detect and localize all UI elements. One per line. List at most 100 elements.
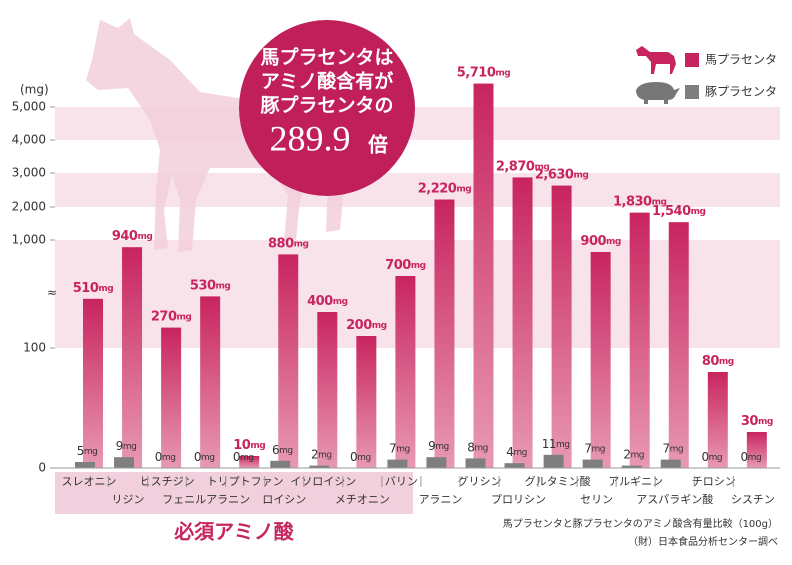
- y-unit: (mg): [20, 83, 49, 97]
- x-tick-label: ロイシン: [262, 493, 306, 506]
- bar-horse: [551, 185, 572, 468]
- footnote: （財）日本食品分析センター調べ: [628, 535, 778, 548]
- legend-horse-icon: [636, 46, 676, 74]
- bar-horse: [278, 254, 299, 468]
- value-label: 0mg: [233, 450, 254, 464]
- bar-pig: [114, 457, 135, 468]
- x-tick-label: セリン: [580, 493, 613, 506]
- value-label: 0mg: [350, 450, 371, 464]
- bar-pig: [270, 460, 291, 468]
- bar-horse: [746, 432, 767, 468]
- bar-pig: [621, 465, 642, 468]
- bar-horse: [473, 83, 494, 468]
- horse-silhouette: [86, 18, 352, 252]
- x-tick-label: フェニルアラニン: [162, 493, 250, 506]
- value-label: 30mg: [741, 414, 773, 429]
- value-label: 2mg: [311, 447, 332, 461]
- value-label: 270mg: [151, 309, 192, 324]
- y-tick-label: 0: [38, 461, 46, 475]
- x-tick-label: イソロイシン: [290, 475, 356, 488]
- x-tick-label: メチオニン: [335, 493, 390, 506]
- value-label: 400mg: [307, 294, 348, 309]
- y-tick-label: 3,000: [12, 166, 46, 180]
- value-label: 6mg: [272, 442, 293, 456]
- x-tick-label: バリン: [385, 475, 418, 488]
- callout-line: 馬プラセンタは: [260, 46, 393, 69]
- value-label: 2mg: [623, 447, 644, 461]
- y-tick-label: 100: [23, 341, 46, 355]
- value-label: 510mg: [73, 280, 114, 295]
- value-label: 5mg: [77, 444, 98, 458]
- value-label: 1,540mg: [652, 204, 706, 219]
- value-label: 7mg: [584, 441, 605, 455]
- value-label: 0mg: [194, 450, 215, 464]
- callout-line: 豚プラセンタの: [260, 94, 393, 117]
- x-tick-label: ヒスチジン: [140, 475, 195, 488]
- bar-horse: [317, 312, 338, 468]
- bar-pig: [387, 459, 408, 468]
- value-label: 9mg: [428, 439, 449, 453]
- bar-pig: [426, 457, 447, 468]
- bar-pig: [309, 465, 330, 468]
- bar-horse: [629, 212, 650, 468]
- bar-pig: [543, 454, 564, 468]
- bar-horse: [590, 252, 611, 468]
- bar-horse: [395, 276, 416, 468]
- bar-pig: [660, 459, 681, 468]
- y-tick-label: 1,000: [12, 233, 46, 247]
- bar-horse: [83, 298, 103, 468]
- callout-suffix: 倍: [368, 133, 388, 157]
- callout-line: アミノ酸含有が: [261, 70, 394, 93]
- callout-ratio: 289.9: [270, 118, 351, 158]
- legend-label: 豚プラセンタ: [705, 85, 777, 99]
- value-label: 9mg: [116, 439, 137, 453]
- y-tick-label: 5,000: [12, 100, 46, 114]
- value-label: 530mg: [190, 278, 231, 293]
- bar-horse: [161, 327, 182, 468]
- bar-horse: [200, 296, 221, 468]
- value-label: 7mg: [389, 441, 410, 455]
- legend-pig-icon: [636, 82, 680, 104]
- x-tick-label: アルギニン: [608, 475, 663, 488]
- bar-horse: [512, 177, 533, 469]
- x-tick-label: アスパラギン酸: [636, 492, 713, 506]
- value-label: 11mg: [542, 436, 570, 450]
- value-label: 900mg: [580, 234, 621, 249]
- x-tick-label: プロリシン: [491, 493, 546, 506]
- legend-label: 馬プラセンタ: [705, 53, 777, 67]
- x-tick-label: グリシン: [458, 474, 502, 488]
- legend-swatch: [685, 53, 699, 67]
- x-tick-label: アラニン: [418, 493, 462, 506]
- bar-pig: [75, 462, 95, 468]
- legend-swatch: [685, 85, 699, 99]
- x-tick-label: スレオニン: [62, 475, 117, 488]
- value-label: 700mg: [385, 258, 426, 273]
- x-tick-label: リジン: [112, 493, 145, 506]
- value-label: 0mg: [701, 450, 722, 464]
- axis-break: ≈: [47, 286, 57, 300]
- x-tick-label: シスチン: [731, 493, 775, 506]
- x-tick-label: グルタミン酸: [525, 474, 591, 488]
- value-label: 940mg: [112, 229, 153, 244]
- value-label: 0mg: [155, 450, 176, 464]
- value-label: 2,630mg: [535, 167, 589, 182]
- bar-pig: [504, 463, 525, 468]
- bar-horse: [707, 372, 728, 468]
- bar-horse: [122, 247, 143, 468]
- value-label: 2,870mg: [496, 159, 550, 174]
- value-label: 80mg: [702, 354, 734, 369]
- value-label: 4mg: [506, 445, 527, 459]
- group-band: [55, 472, 413, 514]
- callout-bubble: [239, 20, 415, 196]
- bar-pig: [582, 459, 603, 468]
- value-label: 8mg: [467, 440, 488, 454]
- bar-horse: [239, 456, 260, 468]
- value-label: 200mg: [346, 318, 387, 333]
- bar-horse: [434, 199, 455, 468]
- x-tick-label: チロシン: [692, 475, 736, 488]
- value-label: 880mg: [268, 236, 309, 251]
- value-label: 0mg: [741, 450, 762, 464]
- bar-pig: [465, 458, 486, 468]
- y-tick-label: 4,000: [12, 133, 46, 147]
